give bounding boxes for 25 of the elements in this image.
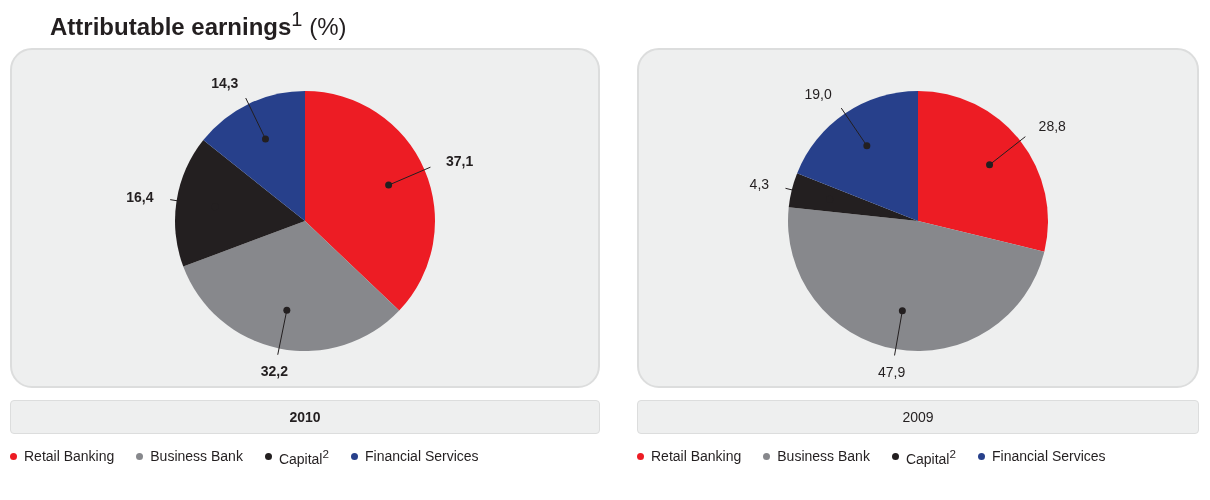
data-label: 47,9	[878, 364, 906, 381]
data-label: 32,2	[260, 363, 289, 380]
text: 2010	[10, 400, 600, 434]
pie-slice	[203, 91, 305, 221]
legend-label: Capital$^{2}$	[905, 446, 956, 469]
legend-label: Business Bank	[777, 447, 870, 467]
chart-title: Attributable earnings$^{1}$ (%)	[50, 8, 347, 41]
pie-slice	[797, 91, 918, 221]
legend-label: Retail Banking	[651, 447, 742, 467]
legend-label: Financial Services	[991, 447, 1106, 467]
data-label: 28,8	[1038, 118, 1067, 135]
legend-label: Financial Services	[364, 447, 479, 467]
data-label: 4,3	[749, 176, 770, 193]
data-label: 14,3	[211, 74, 239, 91]
legend-label: Capital$^{2}$	[278, 446, 329, 469]
legend-label: Business Bank	[150, 447, 243, 467]
pie-slice	[788, 173, 918, 221]
pie-slice	[305, 91, 435, 311]
pie-slice	[788, 207, 1045, 351]
text: 2009	[637, 400, 1199, 434]
data-label: 37,1	[445, 152, 474, 169]
data-label: 19,0	[804, 86, 832, 103]
legend-label: Retail Banking	[24, 447, 115, 467]
data-label: 16,4	[126, 189, 154, 205]
pie-slice	[183, 221, 400, 351]
